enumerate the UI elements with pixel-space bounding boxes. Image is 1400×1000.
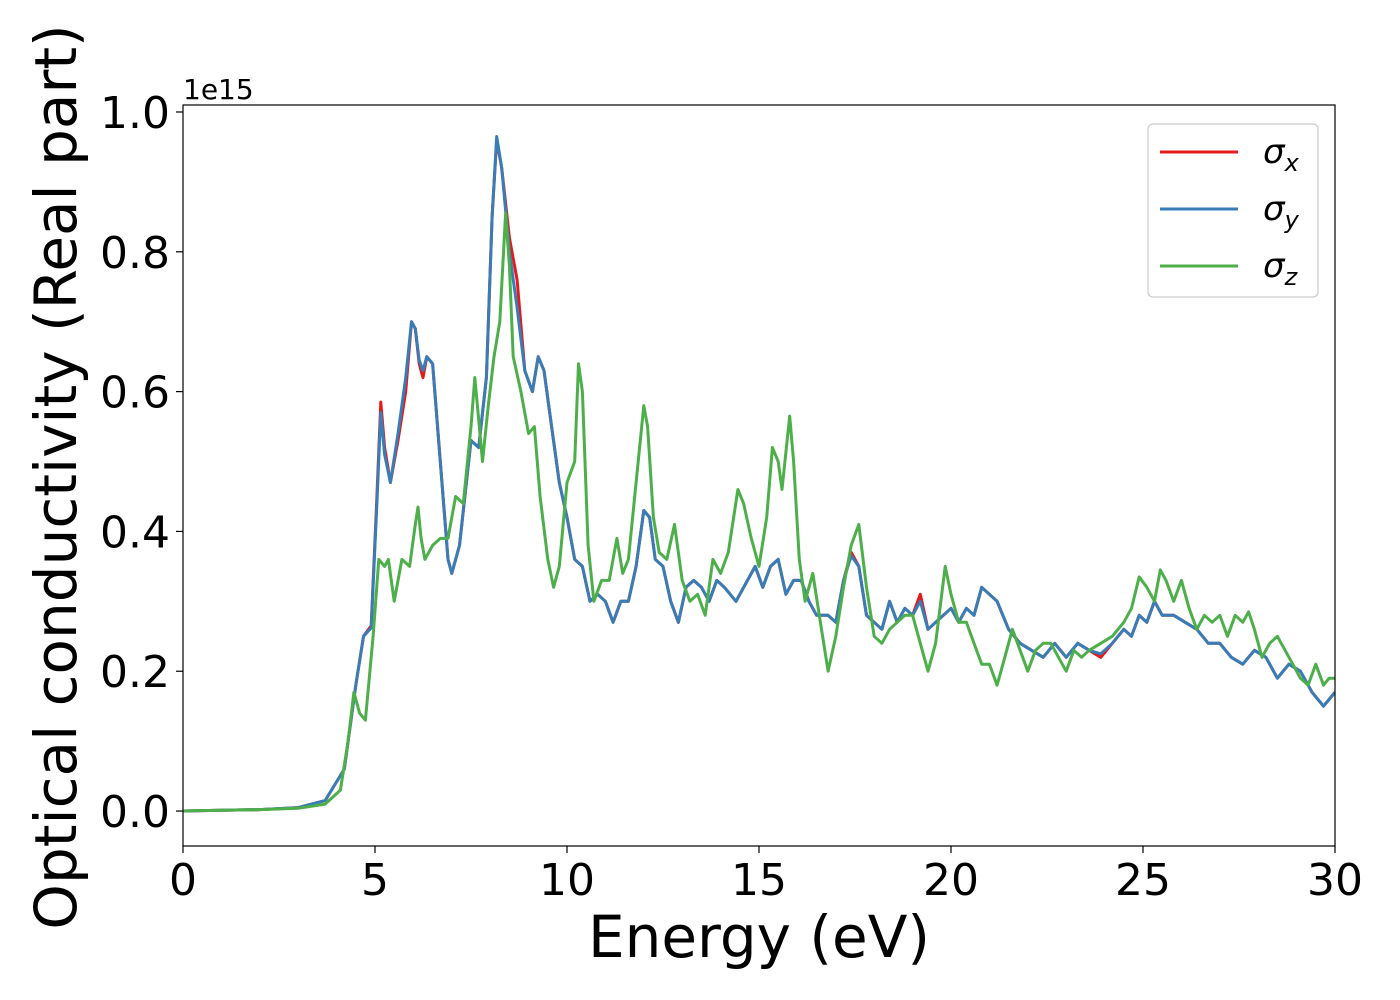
y-tick-label: 0.2 — [100, 647, 170, 698]
x-tick-label: 5 — [361, 855, 389, 906]
x-tick-label: 15 — [731, 855, 787, 906]
series-line-y — [183, 135, 1335, 813]
y-tick-label: 0.0 — [100, 787, 170, 838]
legend-label-x: σx — [1263, 132, 1300, 177]
x-tick-label: 25 — [1115, 855, 1171, 906]
y-tick-label: 0.6 — [100, 368, 170, 419]
x-tick-label: 20 — [923, 855, 979, 906]
y-tick-label: 0.8 — [100, 228, 170, 279]
legend-label-y: σy — [1263, 189, 1300, 234]
y-offset-label: 1e15 — [183, 73, 254, 106]
x-axis-label: Energy (eV) — [588, 903, 930, 971]
legend: σx σy σz — [1147, 123, 1319, 298]
y-tick-label: 1.0 — [100, 88, 170, 139]
legend-label-z: σz — [1263, 246, 1299, 291]
y-axis-ticks: 0.0 0.2 0.4 0.6 0.8 1.0 — [100, 88, 183, 838]
x-tick-label: 30 — [1307, 855, 1363, 906]
x-axis-ticks: 0 5 10 15 20 25 30 — [169, 846, 1363, 906]
series-line-z — [183, 211, 1335, 813]
y-axis-label: Optical conductivity (Real part) — [22, 24, 90, 929]
plot-frame — [182, 104, 1336, 847]
x-tick-label: 10 — [539, 855, 595, 906]
y-tick-label: 0.4 — [100, 507, 170, 558]
plot-area — [183, 135, 1335, 813]
x-tick-label: 0 — [169, 855, 197, 906]
